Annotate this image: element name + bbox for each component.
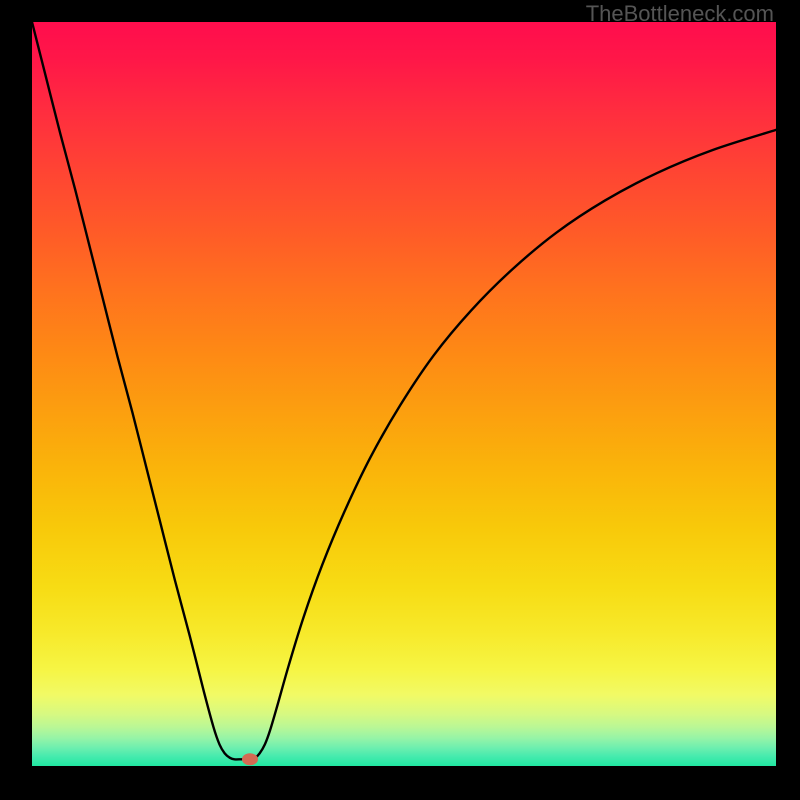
optimum-marker	[242, 753, 258, 765]
watermark-text: TheBottleneck.com	[586, 1, 774, 27]
bottleneck-curve	[32, 22, 776, 759]
stage: TheBottleneck.com	[0, 0, 800, 800]
plot-area	[32, 22, 776, 766]
chart-svg	[32, 22, 776, 766]
